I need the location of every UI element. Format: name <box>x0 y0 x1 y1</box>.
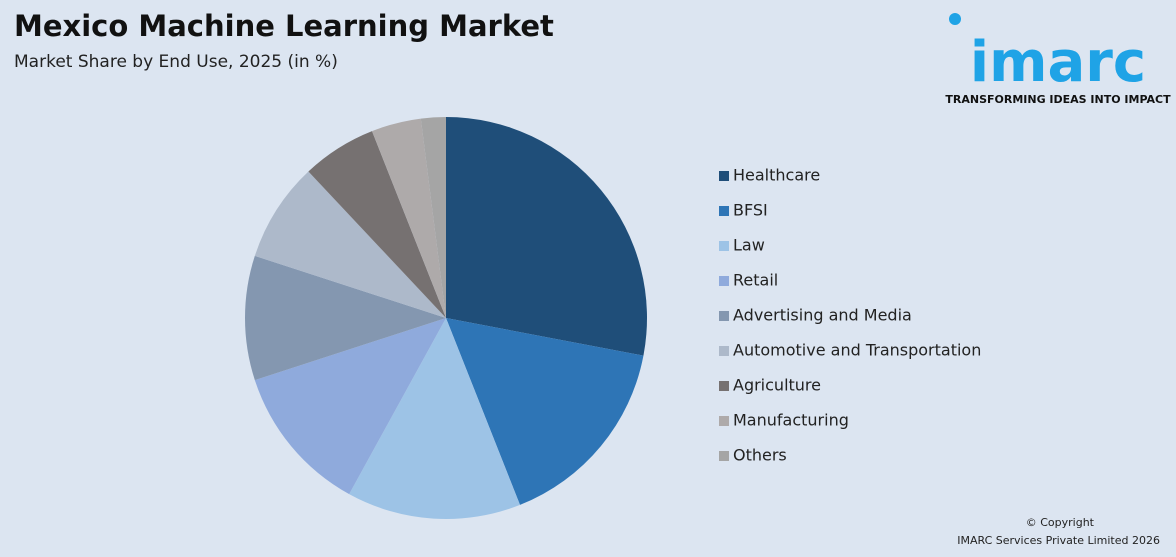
legend-swatch <box>719 206 729 216</box>
copyright-owner: IMARC Services Private Limited 2026 <box>957 534 1160 547</box>
chart-subtitle: Market Share by End Use, 2025 (in %) <box>14 52 338 72</box>
legend-label: Advertising and Media <box>733 306 912 325</box>
legend-swatch <box>719 346 729 356</box>
legend-swatch <box>719 311 729 321</box>
pie-slice <box>420 117 446 318</box>
legend-label: Automotive and Transportation <box>733 341 981 360</box>
legend-label: Law <box>733 236 765 255</box>
legend-label: Healthcare <box>733 166 820 185</box>
logo-dot <box>949 13 961 25</box>
pie-slice <box>254 171 446 318</box>
pie-slice <box>254 318 446 495</box>
pie-slice <box>244 255 446 381</box>
pie-slice <box>349 318 520 519</box>
legend-swatch <box>719 451 729 461</box>
legend-label: Manufacturing <box>733 411 849 430</box>
pie-slice <box>446 318 644 505</box>
legend-label: Others <box>733 446 787 465</box>
legend-swatch <box>719 171 729 181</box>
legend-label: Agriculture <box>733 376 821 395</box>
logo-tagline: TRANSFORMING IDEAS INTO IMPACT <box>945 93 1171 106</box>
legend-swatch <box>719 241 729 251</box>
pie-slice <box>446 117 648 356</box>
pie-slice <box>308 131 446 318</box>
chart-title: Mexico Machine Learning Market <box>14 9 554 43</box>
copyright: © Copyright <box>1026 516 1095 529</box>
logo: imarc <box>970 30 1146 95</box>
legend-swatch <box>719 381 729 391</box>
legend-label: Retail <box>733 271 778 290</box>
legend-swatch <box>719 416 729 426</box>
legend-swatch <box>719 276 729 286</box>
legend-label: BFSI <box>733 201 768 220</box>
pie-slice <box>372 118 446 318</box>
